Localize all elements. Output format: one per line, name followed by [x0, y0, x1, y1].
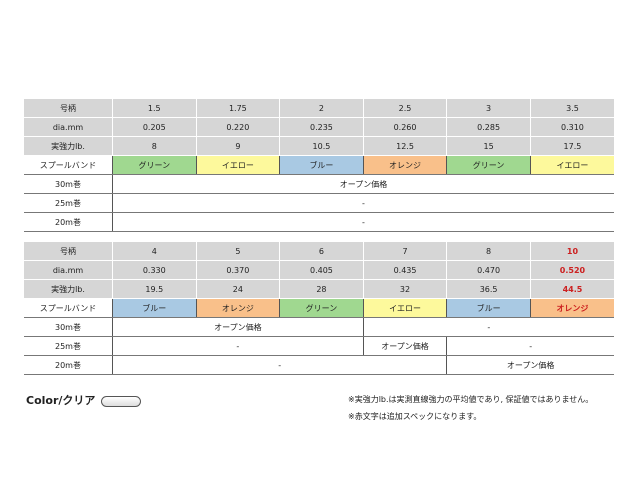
- cell: 2: [279, 99, 364, 118]
- cell: 10: [529, 242, 614, 261]
- cell: 8: [446, 242, 531, 261]
- band-cell: グリーン: [279, 298, 364, 318]
- spec-table-1: 号柄 1.5 1.75 2 2.5 3 3.5 dia.mm 0.205 0.220 0.235 0…: [24, 99, 614, 232]
- clear-color-swatch: [101, 395, 142, 407]
- band-cell: オレンジ: [195, 298, 280, 318]
- price-cell: -: [112, 193, 614, 213]
- band-cell: オレンジ: [362, 155, 447, 175]
- cell: 1.75: [195, 99, 280, 118]
- cell: 0.310: [529, 117, 614, 137]
- cell: 32: [362, 279, 447, 299]
- band-cell: ブルー: [112, 298, 197, 318]
- cell: 4: [112, 242, 197, 261]
- cell: 0.285: [446, 117, 531, 137]
- price-cell: オープン価格: [112, 174, 614, 194]
- cell: 0.235: [279, 117, 364, 137]
- cell: 0.405: [279, 260, 364, 280]
- cell: 3.5: [529, 99, 614, 118]
- label-20m: 20m巻: [24, 212, 113, 232]
- label-dia: dia.mm: [24, 260, 113, 280]
- cell: 0.520: [529, 260, 614, 280]
- price-cell: オープン価格: [446, 355, 614, 375]
- note-strength: ※実強力lb.は実測直線強力の平均値であり, 保証値ではありません。: [348, 395, 594, 404]
- price-cell: オープン価格: [112, 317, 364, 337]
- band-cell: グリーン: [112, 155, 197, 175]
- cell: 0.370: [195, 260, 280, 280]
- label-strength: 実強力lb.: [24, 279, 113, 299]
- note-red-text: ※赤文字は追加スペックになります。: [348, 412, 482, 421]
- cell: 1.5: [112, 99, 197, 118]
- cell: 0.435: [362, 260, 447, 280]
- cell: 10.5: [279, 136, 364, 156]
- cell: 0.220: [195, 117, 280, 137]
- cell: 28: [279, 279, 364, 299]
- price-cell: オープン価格: [362, 336, 447, 356]
- cell: 0.470: [446, 260, 531, 280]
- cell: 17.5: [529, 136, 614, 156]
- cell: 7: [362, 242, 447, 261]
- color-text: Color/クリア: [26, 394, 96, 407]
- cell: 44.5: [529, 279, 614, 299]
- cell: 19.5: [112, 279, 197, 299]
- price-cell: -: [111, 355, 447, 375]
- label-25m: 25m巻: [24, 336, 113, 356]
- cell: 0.205: [112, 117, 197, 137]
- spec-table-2: 号柄 4 5 6 7 8 10 dia.mm 0.330 0.370 0.405 0.435 0.47…: [24, 242, 614, 375]
- cell: 6: [279, 242, 364, 261]
- cell: 2.5: [362, 99, 447, 118]
- label-band: スプールバンド: [24, 298, 113, 318]
- cell: 3: [446, 99, 531, 118]
- band-cell: イエロー: [362, 298, 447, 318]
- band-cell: イエロー: [529, 155, 614, 175]
- price-cell: -: [112, 212, 614, 232]
- band-cell: ブルー: [446, 298, 531, 318]
- label-30m: 30m巻: [24, 317, 113, 337]
- cell: 0.260: [362, 117, 447, 137]
- cell: 12.5: [362, 136, 447, 156]
- cell: 15: [446, 136, 531, 156]
- label-size: 号柄: [24, 242, 113, 261]
- price-cell: -: [362, 317, 614, 337]
- cell: 5: [195, 242, 280, 261]
- cell: 8: [112, 136, 197, 156]
- price-cell: -: [446, 336, 614, 356]
- label-30m: 30m巻: [24, 174, 113, 194]
- cell: 36.5: [446, 279, 531, 299]
- label-band: スプールバンド: [24, 155, 113, 175]
- price-cell: -: [112, 336, 364, 356]
- cell: 9: [195, 136, 280, 156]
- cell: 24: [195, 279, 280, 299]
- band-cell: イエロー: [195, 155, 280, 175]
- label-size: 号柄: [24, 99, 113, 118]
- band-cell: ブルー: [279, 155, 364, 175]
- label-20m: 20m巻: [24, 355, 113, 375]
- cell: 0.330: [112, 260, 197, 280]
- color-label: Color/クリア: [26, 392, 142, 408]
- label-25m: 25m巻: [24, 193, 113, 213]
- label-dia: dia.mm: [24, 117, 113, 137]
- label-strength: 実強力lb.: [24, 136, 113, 156]
- band-cell: オレンジ: [529, 298, 614, 318]
- band-cell: グリーン: [446, 155, 531, 175]
